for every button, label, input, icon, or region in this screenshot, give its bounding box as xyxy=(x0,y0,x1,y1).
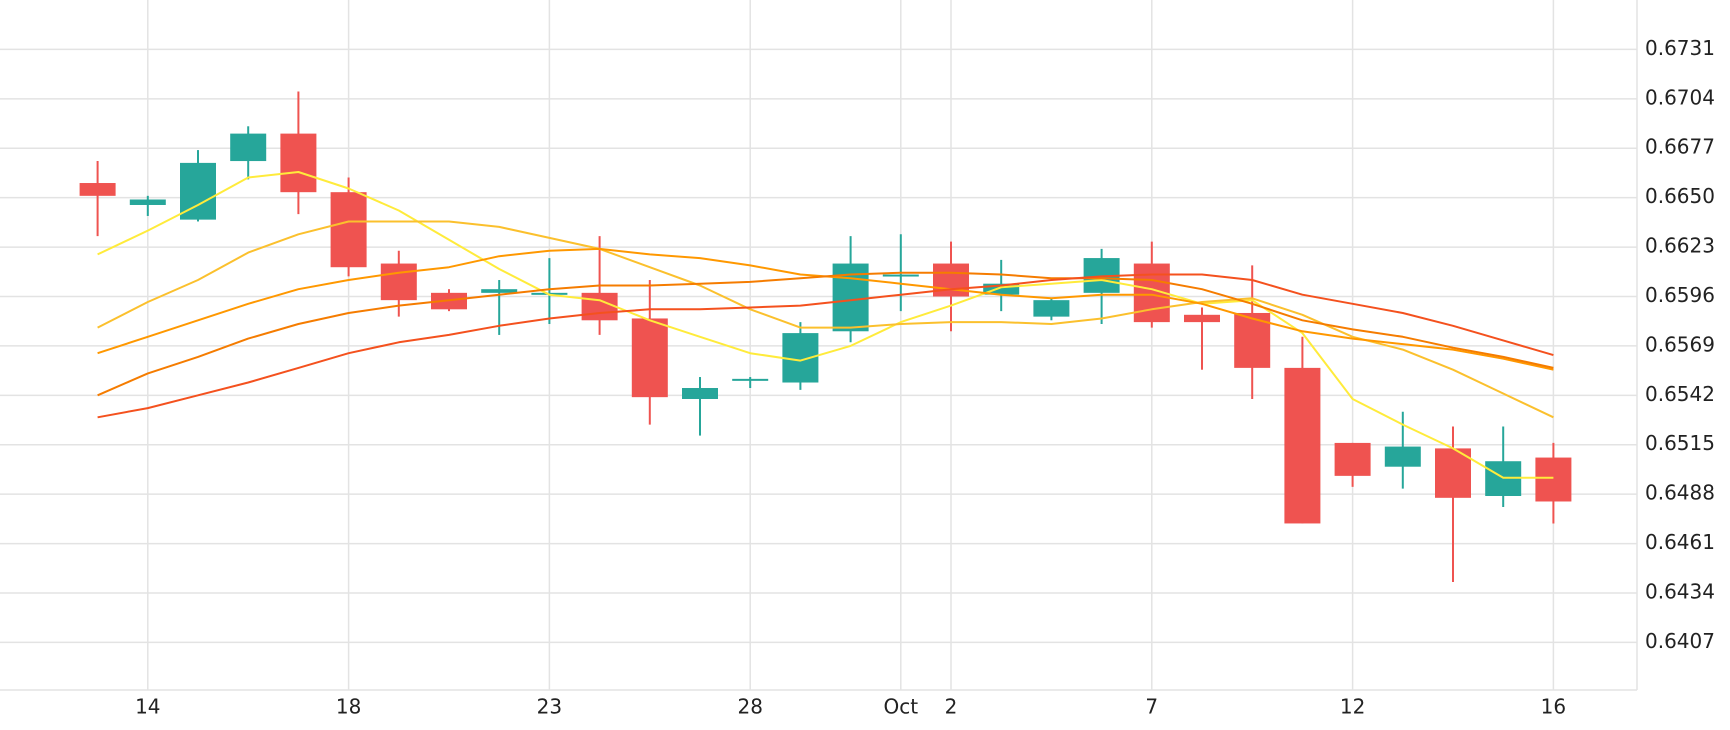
x-tick-label: 28 xyxy=(737,695,762,719)
candle-body xyxy=(1184,314,1220,323)
x-tick-label: 16 xyxy=(1541,695,1566,719)
y-tick-label: 0.6515 xyxy=(1645,431,1715,455)
candle-body xyxy=(682,388,718,399)
moving-average-line xyxy=(97,171,1554,479)
x-tick-label: 14 xyxy=(135,695,160,719)
candle-body xyxy=(1334,442,1371,476)
candle-body xyxy=(1435,448,1471,498)
candle-body xyxy=(380,263,417,301)
moving-average-line xyxy=(97,271,1554,397)
y-tick-label: 0.6461 xyxy=(1645,530,1715,554)
y-tick-label: 0.6704 xyxy=(1645,85,1715,109)
y-tick-label: 0.6623 xyxy=(1645,234,1715,258)
candle-body xyxy=(1284,367,1321,524)
y-tick-label: 0.6542 xyxy=(1645,382,1715,406)
x-tick-label: 18 xyxy=(336,695,361,719)
x-tick-label: 7 xyxy=(1145,695,1158,719)
candle-body xyxy=(1384,446,1421,467)
candle-body xyxy=(882,274,919,277)
y-tick-label: 0.6434 xyxy=(1645,579,1715,603)
moving-average-line xyxy=(97,273,1554,419)
x-tick-label: Oct xyxy=(884,695,919,719)
x-tick-label: 12 xyxy=(1340,695,1365,719)
candle-body xyxy=(230,133,267,162)
x-tick-label: 2 xyxy=(945,695,958,719)
candle-body xyxy=(983,283,1020,295)
y-tick-label: 0.6677 xyxy=(1645,135,1715,159)
x-tick-label: 23 xyxy=(537,695,562,719)
candle-body xyxy=(129,199,166,205)
candle-body xyxy=(1535,457,1572,502)
candle-body xyxy=(581,292,618,321)
candle-body xyxy=(79,183,116,196)
y-tick-label: 0.6407 xyxy=(1645,629,1715,653)
y-tick-label: 0.6488 xyxy=(1645,481,1715,505)
y-tick-label: 0.6596 xyxy=(1645,283,1715,307)
y-tick-label: 0.6650 xyxy=(1645,184,1715,208)
candle-body xyxy=(1033,300,1070,317)
y-tick-label: 0.6569 xyxy=(1645,332,1715,356)
candle-body xyxy=(631,318,668,398)
candle-body xyxy=(481,289,518,293)
candle-body xyxy=(280,133,317,193)
y-tick-label: 0.6731 xyxy=(1645,36,1715,60)
moving-average-line xyxy=(97,247,1554,371)
candle-body xyxy=(732,378,769,381)
candle-body xyxy=(330,192,367,268)
moving-average-line xyxy=(97,220,1554,419)
